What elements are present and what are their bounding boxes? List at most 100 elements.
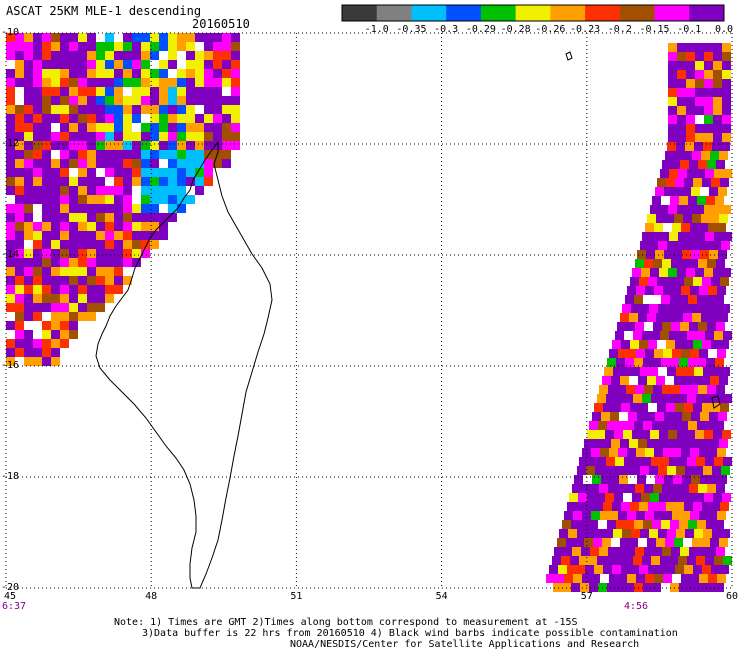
swath-pixel	[24, 285, 33, 294]
swath-pixel	[105, 87, 114, 96]
swath-pixel	[661, 295, 670, 304]
swath-pixel	[186, 60, 195, 69]
swath-pixel	[623, 430, 632, 439]
swath-pixel	[51, 339, 60, 348]
swath-pixel	[677, 493, 686, 502]
swath-pixel	[123, 105, 132, 114]
swath-pixel	[579, 556, 588, 565]
swath-pixel	[78, 276, 87, 285]
swath-pixel	[627, 574, 636, 583]
swath-pixel	[15, 105, 24, 114]
swath-pixel	[655, 250, 664, 259]
swath-pixel	[204, 141, 213, 150]
swath-pixel	[624, 457, 633, 466]
swath-pixel	[660, 232, 669, 241]
note-line-1: Note: 1) Times are GMT 2)Times along bot…	[114, 617, 578, 628]
swath-pixel	[150, 33, 159, 42]
swath-pixel	[606, 556, 615, 565]
swath-pixel	[42, 231, 51, 240]
swath-pixel	[686, 43, 695, 52]
swath-pixel	[634, 421, 643, 430]
swath-pixel	[703, 304, 712, 313]
swath-pixel	[615, 556, 624, 565]
swath-pixel	[60, 312, 69, 321]
swath-pixel	[96, 204, 105, 213]
swath-pixel	[585, 502, 594, 511]
swath-pixel	[678, 394, 687, 403]
swath-pixel	[114, 51, 123, 60]
swath-pixel	[105, 132, 114, 141]
swath-pixel	[672, 349, 681, 358]
swath-pixel	[132, 69, 141, 78]
swath-pixel	[609, 574, 618, 583]
swath-pixel	[33, 177, 42, 186]
swath-pixel	[24, 177, 33, 186]
swath-pixel	[709, 475, 718, 484]
swath-pixel	[678, 331, 687, 340]
swath-pixel	[132, 258, 141, 267]
swath-pixel	[51, 33, 60, 42]
swath-pixel	[677, 97, 686, 106]
swath-pixel	[33, 69, 42, 78]
swath-pixel	[582, 574, 591, 583]
reunion-island	[711, 395, 721, 409]
swath-pixel	[706, 196, 715, 205]
swath-pixel	[222, 42, 231, 51]
swath-pixel	[114, 150, 123, 159]
swath-pixel	[581, 547, 590, 556]
swath-pixel	[15, 141, 24, 150]
swath-pixel	[78, 51, 87, 60]
swath-pixel	[635, 385, 644, 394]
swath-pixel	[653, 322, 662, 331]
swath-pixel	[713, 493, 722, 502]
swath-pixel	[647, 376, 656, 385]
swath-pixel	[694, 367, 703, 376]
swath-pixel	[700, 412, 709, 421]
swath-pixel	[636, 286, 645, 295]
swath-pixel	[222, 123, 231, 132]
swath-pixel	[677, 115, 686, 124]
swath-pixel	[680, 484, 689, 493]
swath-pixel	[159, 33, 168, 42]
swath-pixel	[657, 403, 666, 412]
swath-pixel	[222, 141, 231, 150]
swath-pixel	[33, 33, 42, 42]
swath-pixel	[653, 385, 662, 394]
swath-pixel	[693, 403, 702, 412]
swath-pixel	[693, 502, 702, 511]
swath-pixel	[668, 205, 677, 214]
swath-pixel	[687, 457, 696, 466]
swath-pixel	[222, 78, 231, 87]
swath-pixel	[707, 322, 716, 331]
colorbar-tick-label: -0.23	[570, 24, 601, 35]
swath-pixel	[141, 51, 150, 60]
swath-pixel	[204, 105, 213, 114]
swath-pixel	[150, 105, 159, 114]
swath-pixel	[33, 186, 42, 195]
swath-pixel	[653, 547, 662, 556]
swath-pixel	[697, 196, 706, 205]
swath-pixel	[661, 421, 670, 430]
swath-pixel	[123, 114, 132, 123]
swath-pixel	[713, 43, 722, 52]
swath-pixel	[708, 448, 717, 457]
swath-pixel	[114, 213, 123, 222]
longitude-tick-label: 51	[290, 591, 303, 602]
swath-pixel	[114, 177, 123, 186]
swath-pixel	[177, 69, 186, 78]
swath-pixel	[642, 394, 651, 403]
swath-pixel	[195, 159, 204, 168]
swath-pixel	[105, 78, 114, 87]
swath-pixel	[722, 430, 731, 439]
swath-pixel	[639, 403, 648, 412]
swath-pixel	[688, 583, 697, 592]
colorbar-tick-label: -0.15	[639, 24, 670, 35]
swath-pixel	[15, 150, 24, 159]
swath-pixel	[558, 565, 567, 574]
swath-pixel	[141, 159, 150, 168]
swath-pixel	[605, 493, 614, 502]
swath-pixel	[69, 105, 78, 114]
swath-pixel	[159, 222, 168, 231]
swath-pixel	[672, 448, 681, 457]
swath-pixel	[42, 213, 51, 222]
